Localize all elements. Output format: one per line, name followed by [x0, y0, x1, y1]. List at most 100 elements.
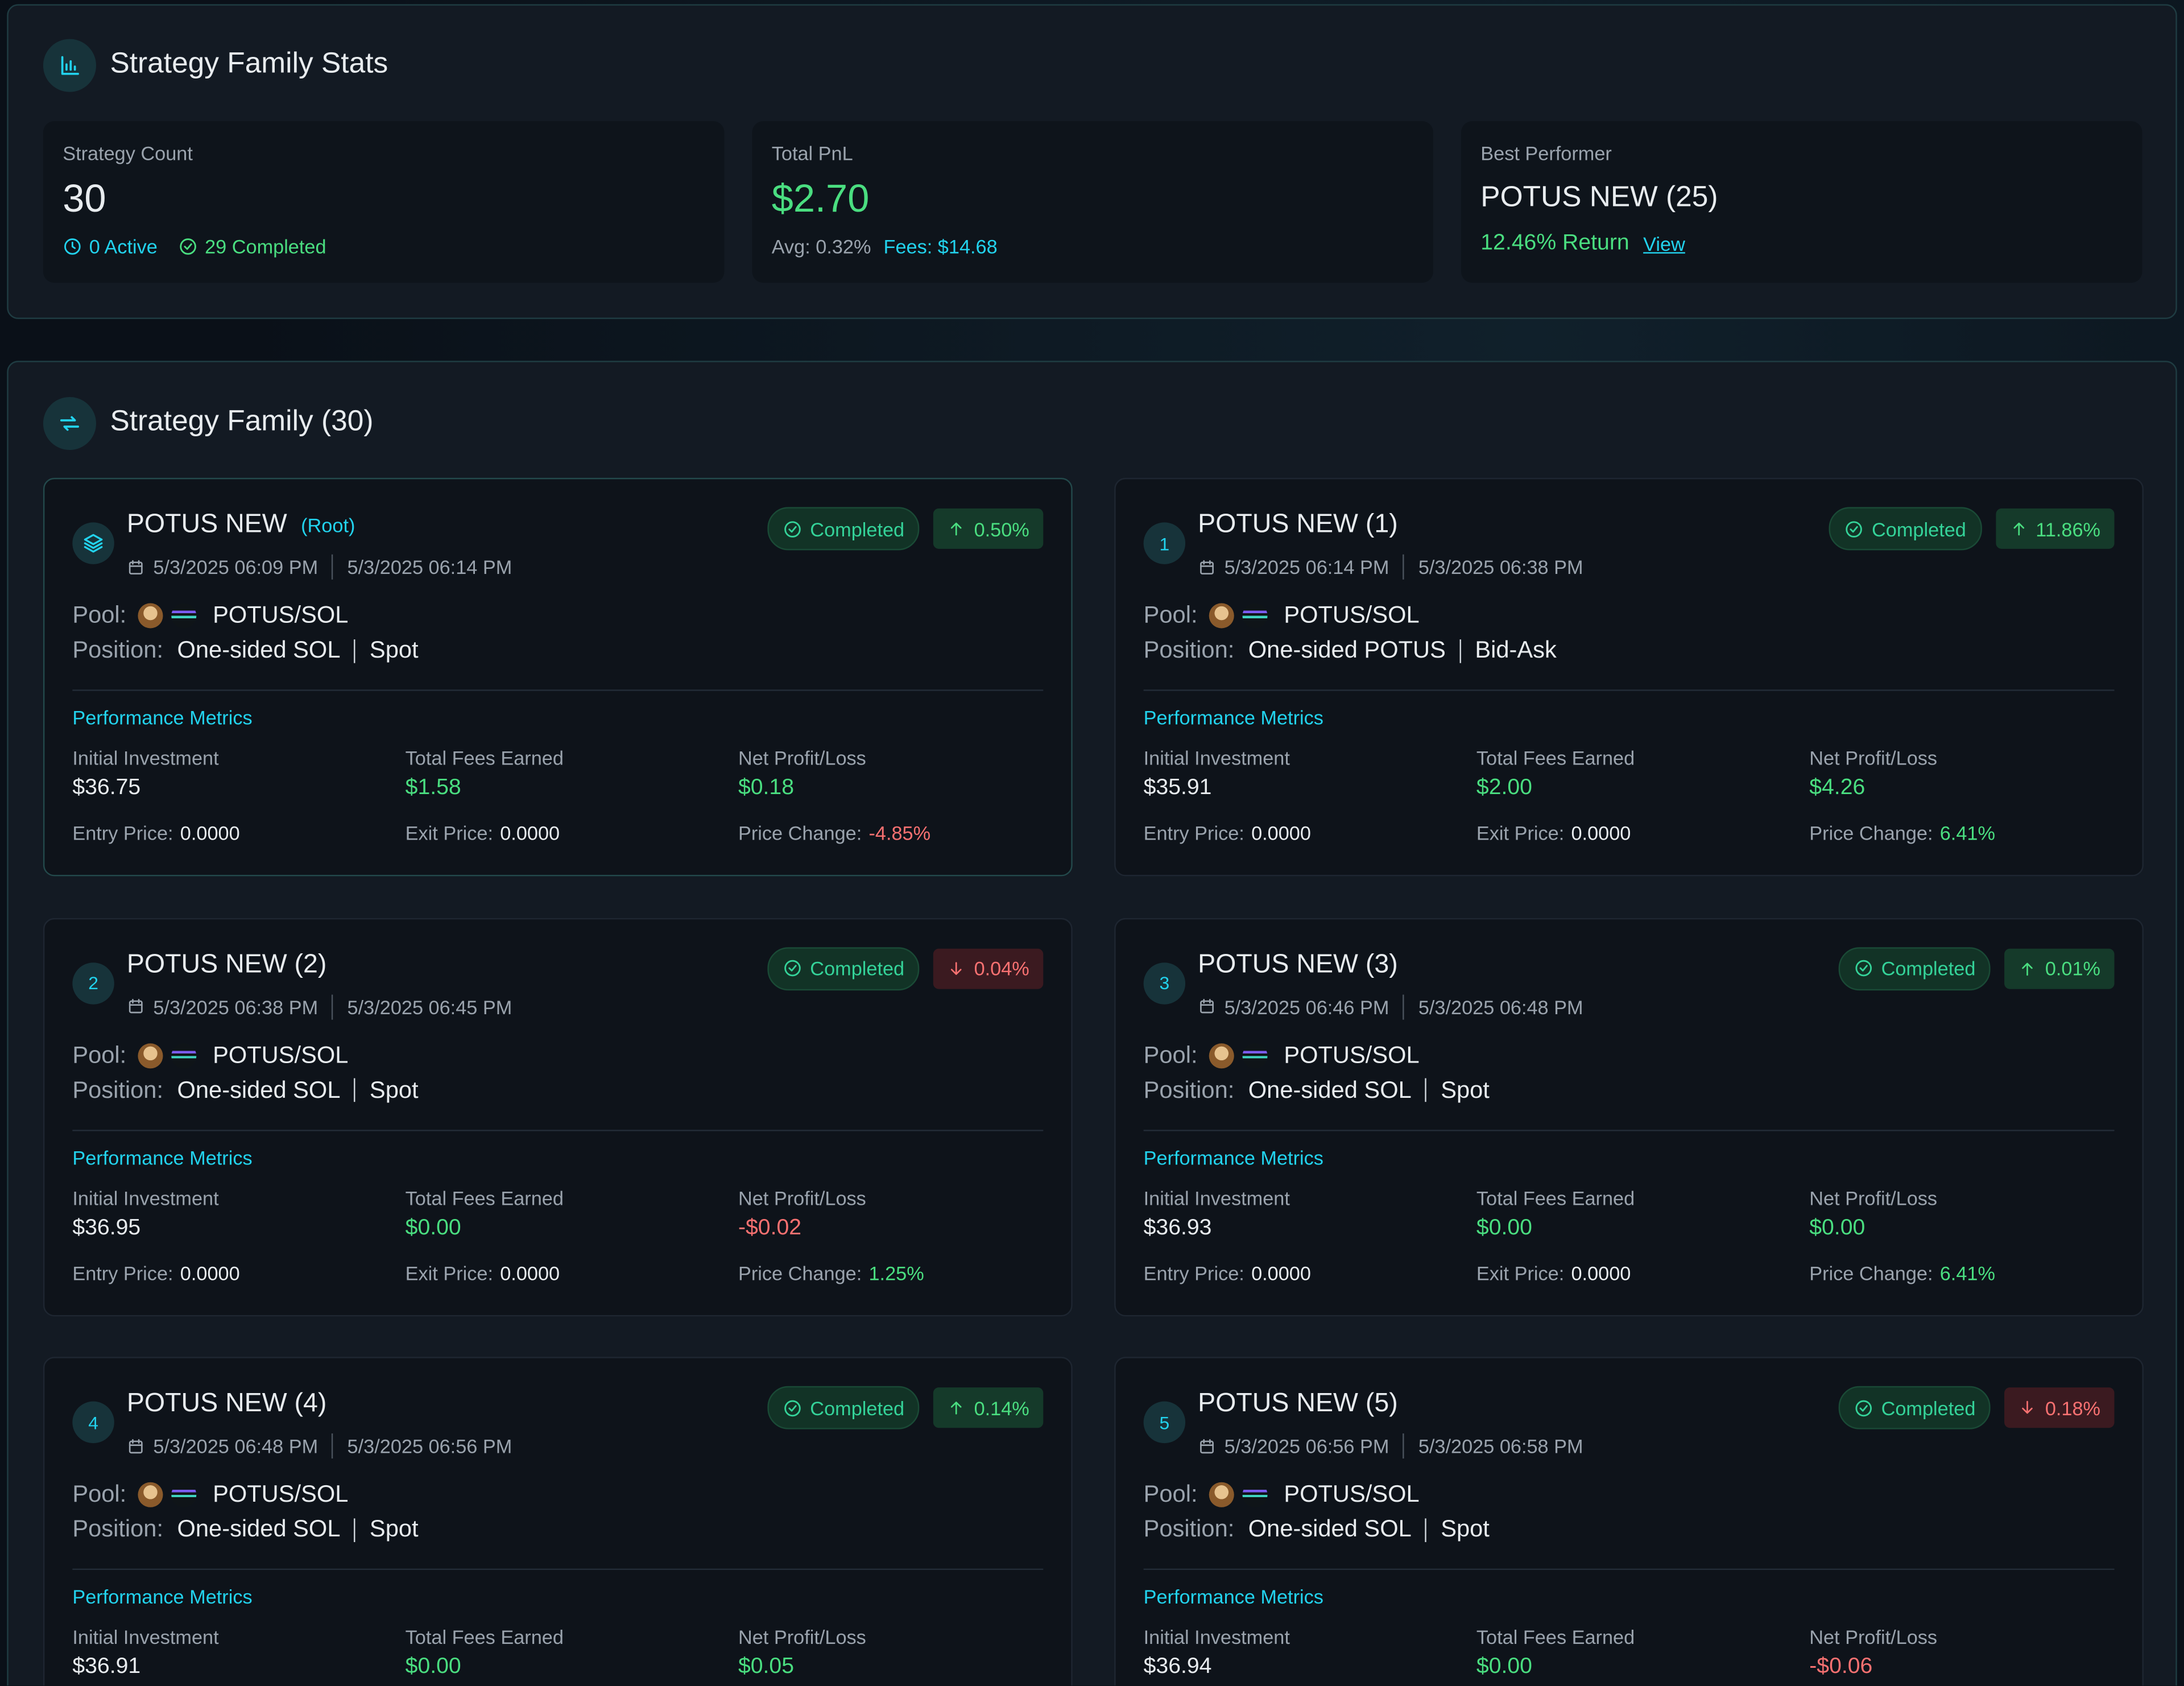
pool-label: Pool: — [72, 1481, 127, 1507]
end-date: 5/3/2025 06:38 PM — [1418, 556, 1583, 578]
strategy-card[interactable]: 1 POTUS NEW (1) 5/3/2025 06:14 PM 5/3/2025 … — [1114, 478, 2144, 877]
icon-part — [84, 534, 103, 553]
position-divider — [354, 1518, 356, 1542]
entry-price-row: Entry Price: 0.0000 — [1144, 1262, 1311, 1284]
change-pill: 0.04% — [933, 948, 1044, 989]
strategy-card[interactable]: 4 POTUS NEW (4) 5/3/2025 06:48 PM 5/3/2025 … — [43, 1357, 1073, 1686]
position-shape: Spot — [369, 1515, 419, 1543]
icon-part — [184, 243, 192, 250]
icon-part — [1200, 1000, 1214, 1014]
stats-icon — [57, 53, 82, 78]
change-text: 0.04% — [974, 957, 1029, 980]
icon-part — [61, 56, 79, 75]
icon-part — [2022, 1400, 2033, 1414]
status-text: Completed — [810, 517, 905, 540]
fees-total: Fees: $14.68 — [883, 235, 998, 258]
price-change: 1.25% — [868, 1261, 924, 1284]
icon-part — [1200, 1438, 1214, 1445]
strategy-card[interactable]: 3 POTUS NEW (3) 5/3/2025 06:46 PM 5/3/2025 … — [1114, 917, 2144, 1316]
date-divider — [332, 1433, 334, 1459]
strategy-card[interactable]: POTUS NEW (Root) 5/3/2025 06:09 PM 5/3/2025… — [43, 478, 1073, 877]
metric-label: Initial Investment — [72, 1625, 219, 1648]
view-link[interactable]: View — [1643, 232, 1685, 255]
exit-price-label: Exit Price: — [1476, 821, 1565, 845]
check-icon — [1844, 519, 1863, 538]
entry-price: 0.0000 — [1251, 1261, 1311, 1284]
date-row: 5/3/2025 06:38 PM 5/3/2025 06:45 PM — [127, 994, 512, 1019]
start-date: 5/3/2025 06:46 PM — [1224, 995, 1389, 1018]
change-pill: 0.14% — [933, 1387, 1044, 1428]
calendar-icon — [127, 997, 145, 1015]
stat-card: Best Performer POTUS NEW (25) 12.46% Retur… — [1461, 121, 2142, 283]
strategy-card[interactable]: 2 POTUS NEW (2) 5/3/2025 06:38 PM 5/3/2025 … — [43, 917, 1073, 1316]
check-icon — [782, 958, 801, 978]
active-count: 0 Active — [89, 235, 158, 258]
icon-part — [788, 965, 796, 972]
metric-label: Initial Investment — [72, 1186, 219, 1209]
pool-label: Pool: — [1143, 1041, 1198, 1068]
separator — [72, 1129, 1044, 1131]
strategy-name: POTUS NEW (5) — [1198, 1389, 1398, 1419]
price-change-row: Price Change: 6.41% — [1809, 822, 1995, 844]
token-icon — [171, 1482, 196, 1507]
arrow-icon — [948, 519, 966, 538]
arrow-icon — [948, 1399, 966, 1417]
strategy-name-row: POTUS NEW (1) — [1198, 510, 1398, 540]
separator — [72, 1568, 1044, 1571]
change-text: 0.50% — [974, 517, 1029, 540]
token-icon — [137, 1482, 163, 1507]
date-divider — [1403, 994, 1405, 1019]
position-side: One-sided SOL — [177, 1515, 341, 1543]
pair: POTUS/SOL — [1284, 1041, 1420, 1068]
icon-part — [951, 1402, 962, 1415]
calendar-icon — [127, 558, 145, 576]
strategy-name: POTUS NEW — [126, 510, 287, 539]
net-pnl: $0.18 — [738, 776, 795, 800]
icon-part — [2022, 1400, 2033, 1414]
icon-part — [951, 522, 962, 536]
metrics-heading: Performance Metrics — [72, 1585, 253, 1608]
token-icon — [137, 1043, 163, 1068]
arrow-icon — [2009, 519, 2028, 538]
price-change-label: Price Change: — [1809, 821, 1933, 845]
end-date: 5/3/2025 06:58 PM — [1418, 1435, 1583, 1457]
icon-circle — [43, 396, 96, 451]
icon-part — [129, 1438, 143, 1453]
status-pill: Completed — [1838, 947, 1991, 990]
strategy-badge — [72, 522, 114, 564]
completed-count: 29 Completed — [205, 235, 326, 258]
fees-earned: $0.00 — [405, 1655, 461, 1679]
metric-label: Initial Investment — [1143, 746, 1290, 769]
date-row: 5/3/2025 06:14 PM 5/3/2025 06:38 PM — [1198, 554, 1583, 580]
entry-price-label: Entry Price: — [72, 821, 173, 845]
strategy-card[interactable]: 5 POTUS NEW (5) 5/3/2025 06:56 PM 5/3/2025 … — [1114, 1357, 2144, 1686]
metric-label: Net Profit/Loss — [1809, 1186, 1938, 1209]
stats-panel: Strategy Family Stats Strategy Count 30 0 A… — [7, 4, 2177, 319]
exit-price-row: Exit Price: 0.0000 — [1476, 822, 1631, 844]
metric-label: Net Profit/Loss — [738, 1186, 866, 1209]
net-pnl: -$0.02 — [738, 1215, 802, 1239]
icon-part — [788, 525, 796, 532]
date-divider — [332, 994, 334, 1019]
icon-part — [60, 416, 79, 431]
separator — [1143, 1129, 2115, 1131]
strategy-name: POTUS NEW (3) — [1198, 949, 1398, 979]
pool-row: Pool: POTUS/SOL — [1144, 1042, 1420, 1069]
icon-part — [1200, 559, 1214, 567]
position-label: Position: — [72, 1515, 164, 1543]
strategy-badge: 5 — [1143, 1401, 1186, 1444]
exit-price-label: Exit Price: — [1476, 1261, 1565, 1284]
price-change: -4.85% — [868, 821, 931, 845]
metric-label: Net Profit/Loss — [738, 1625, 866, 1648]
separator — [1143, 689, 2115, 691]
icon-part — [180, 238, 196, 255]
exit-price: 0.0000 — [1571, 821, 1631, 845]
token-icon — [137, 603, 163, 629]
strategy-name-row: POTUS NEW (2) — [127, 949, 327, 980]
position-label: Position: — [72, 1076, 164, 1103]
position-shape: Spot — [1441, 1515, 1490, 1543]
icon-part — [129, 1440, 143, 1453]
metric-label: Initial Investment — [1143, 1625, 1290, 1648]
position-side: One-sided SOL — [1248, 1515, 1412, 1543]
icon-part — [64, 238, 81, 255]
